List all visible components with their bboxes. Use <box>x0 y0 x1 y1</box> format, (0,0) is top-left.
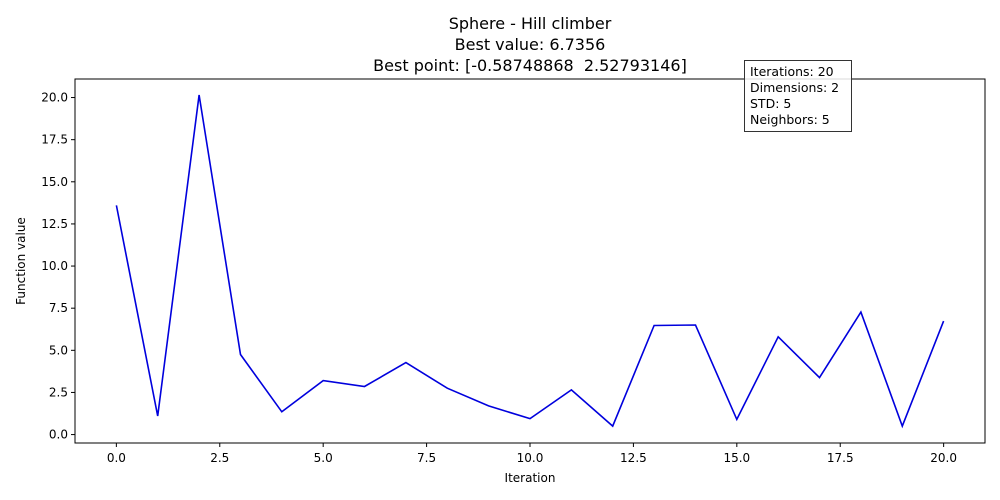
iterations-text: Iterations: 20 <box>750 64 834 79</box>
y-tick-label: 10.0 <box>41 259 68 273</box>
x-tick-label: 2.5 <box>210 451 229 465</box>
series-line <box>115 94 945 429</box>
x-tick-label: 20.0 <box>930 451 957 465</box>
y-tick-label: 5.0 <box>49 343 68 357</box>
y-tick-label: 12.5 <box>41 217 68 231</box>
y-tick-label: 15.0 <box>41 175 68 189</box>
parameters-box: Iterations: 20 Dimensions: 2 STD: 5 Neig… <box>744 60 852 132</box>
y-axis-label: Function value <box>14 217 28 305</box>
neighbors-text: Neighbors: 5 <box>750 112 830 127</box>
y-tick-label: 7.5 <box>49 301 68 315</box>
x-tick-label: 15.0 <box>723 451 750 465</box>
chart-title: Sphere - Hill climber Best value: 6.7356… <box>75 13 985 76</box>
dimensions-text: Dimensions: 2 <box>750 80 840 95</box>
x-axis-ticks: 0.0 2.5 5.0 7.5 10.0 12.5 15.0 17.5 20.0 <box>107 443 957 465</box>
x-tick-label: 12.5 <box>620 451 647 465</box>
y-tick-label: 0.0 <box>49 428 68 442</box>
x-tick-label: 7.5 <box>417 451 436 465</box>
plot-frame <box>74 78 986 444</box>
y-tick-label: 17.5 <box>41 133 68 147</box>
x-tick-label: 10.0 <box>517 451 544 465</box>
x-tick-label: 17.5 <box>827 451 854 465</box>
x-axis-label: Iteration <box>505 471 556 485</box>
x-tick-label: 0.0 <box>107 451 126 465</box>
x-tick-label: 5.0 <box>314 451 333 465</box>
chart-title-line-2: Best value: 6.7356 <box>454 35 606 54</box>
chart-title-line-1: Sphere - Hill climber <box>448 14 612 33</box>
y-tick-label: 20.0 <box>41 91 68 105</box>
y-axis-ticks: 0.0 2.5 5.0 7.5 10.0 12.5 15.0 17.5 20.0 <box>41 91 75 442</box>
y-tick-label: 2.5 <box>49 385 68 399</box>
chart-title-line-3: Best point: [-0.58748868 2.52793146] <box>373 56 687 75</box>
std-text: STD: 5 <box>750 96 792 111</box>
